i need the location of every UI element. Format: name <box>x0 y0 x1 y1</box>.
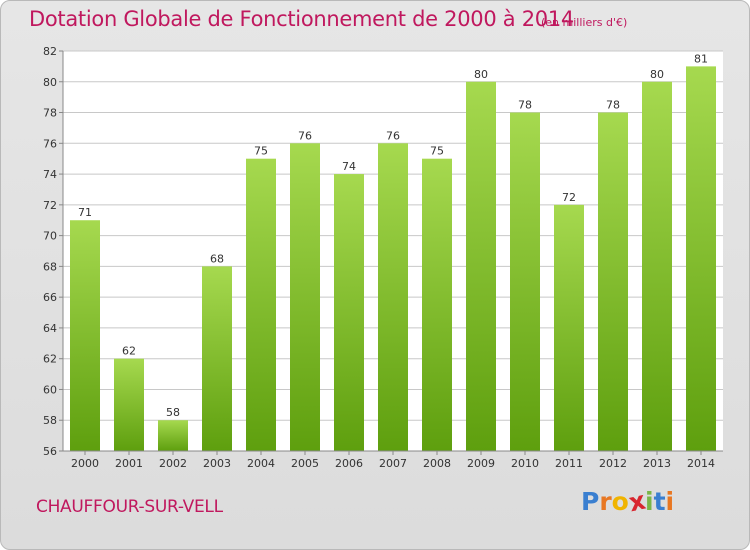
bar-2011 <box>554 204 584 451</box>
logo-letter: P <box>581 487 600 516</box>
x-tick-label: 2014 <box>687 457 715 470</box>
value-label: 68 <box>210 252 224 265</box>
x-tick-label: 2011 <box>555 457 583 470</box>
x-tick-label: 2007 <box>379 457 407 470</box>
x-tick-label: 2003 <box>203 457 231 470</box>
bar-2010 <box>510 112 540 452</box>
value-labels: 71 62 58 68 75 76 74 76 75 80 78 72 78 80 81 <box>78 52 708 419</box>
value-label: 80 <box>474 68 488 81</box>
x-axis-ticks: 2000 2001 2002 2003 2004 2005 2006 2007 2008 2009… <box>71 451 715 470</box>
y-tick-label: 78 <box>43 107 57 120</box>
x-tick-label: 2013 <box>643 457 671 470</box>
bar-2007 <box>378 143 408 452</box>
value-label: 75 <box>430 145 444 158</box>
y-tick-label: 66 <box>43 291 57 304</box>
value-label: 75 <box>254 145 268 158</box>
logo-letter: i <box>665 487 675 516</box>
value-label: 62 <box>122 345 136 358</box>
bar-2003 <box>202 266 232 451</box>
value-label: 71 <box>78 206 92 219</box>
proxiti-logo: Proxiti <box>581 486 675 518</box>
x-tick-label: 2009 <box>467 457 495 470</box>
logo-letter: t <box>653 487 666 516</box>
bars <box>70 66 716 452</box>
bar-2000 <box>70 220 100 451</box>
value-label: 81 <box>694 52 708 65</box>
y-tick-label: 74 <box>43 168 57 181</box>
x-tick-label: 2000 <box>71 457 99 470</box>
value-label: 76 <box>386 129 400 142</box>
y-tick-label: 62 <box>43 353 57 366</box>
value-label: 72 <box>562 191 576 204</box>
bar-2004 <box>246 158 276 451</box>
bar-2009 <box>466 81 496 452</box>
bar-2006 <box>334 174 364 452</box>
y-tick-label: 64 <box>43 322 57 335</box>
y-tick-label: 80 <box>43 76 57 89</box>
value-label: 78 <box>606 99 620 112</box>
x-tick-label: 2008 <box>423 457 451 470</box>
value-label: 80 <box>650 68 664 81</box>
bar-2005 <box>290 143 320 452</box>
y-tick-label: 76 <box>43 137 57 150</box>
bar-2012 <box>598 112 628 452</box>
x-tick-label: 2012 <box>599 457 627 470</box>
value-label: 76 <box>298 129 312 142</box>
y-tick-label: 72 <box>43 199 57 212</box>
y-tick-label: 82 <box>43 45 57 58</box>
y-tick-label: 70 <box>43 230 57 243</box>
x-tick-label: 2010 <box>511 457 539 470</box>
chart-title: Dotation Globale de Fonctionnement de 20… <box>29 7 574 31</box>
value-label: 74 <box>342 160 356 173</box>
y-tick-label: 56 <box>43 445 57 458</box>
bar-2008 <box>422 158 452 451</box>
y-tick-label: 58 <box>43 414 57 427</box>
value-label: 78 <box>518 99 532 112</box>
x-tick-label: 2006 <box>335 457 363 470</box>
logo-letter: o <box>611 487 629 516</box>
commune-name: CHAUFFOUR-SUR-VELL <box>36 497 223 517</box>
logo-letter: i <box>645 487 654 516</box>
chart-subtitle: (en milliers d'€) <box>541 16 628 29</box>
x-tick-label: 2005 <box>291 457 319 470</box>
bar-2002 <box>158 420 188 451</box>
bar-2001 <box>114 358 144 451</box>
x-tick-label: 2004 <box>247 457 275 470</box>
y-tick-label: 60 <box>43 383 57 396</box>
value-label: 58 <box>166 406 180 419</box>
x-tick-label: 2002 <box>159 457 187 470</box>
logo-letter: r <box>599 487 612 516</box>
y-axis-ticks: 56 58 60 62 64 66 68 70 72 74 76 78 80 82 <box>43 45 63 458</box>
bar-2014 <box>686 66 716 451</box>
bar-2013 <box>642 81 672 452</box>
y-tick-label: 68 <box>43 260 57 273</box>
x-tick-label: 2001 <box>115 457 143 470</box>
